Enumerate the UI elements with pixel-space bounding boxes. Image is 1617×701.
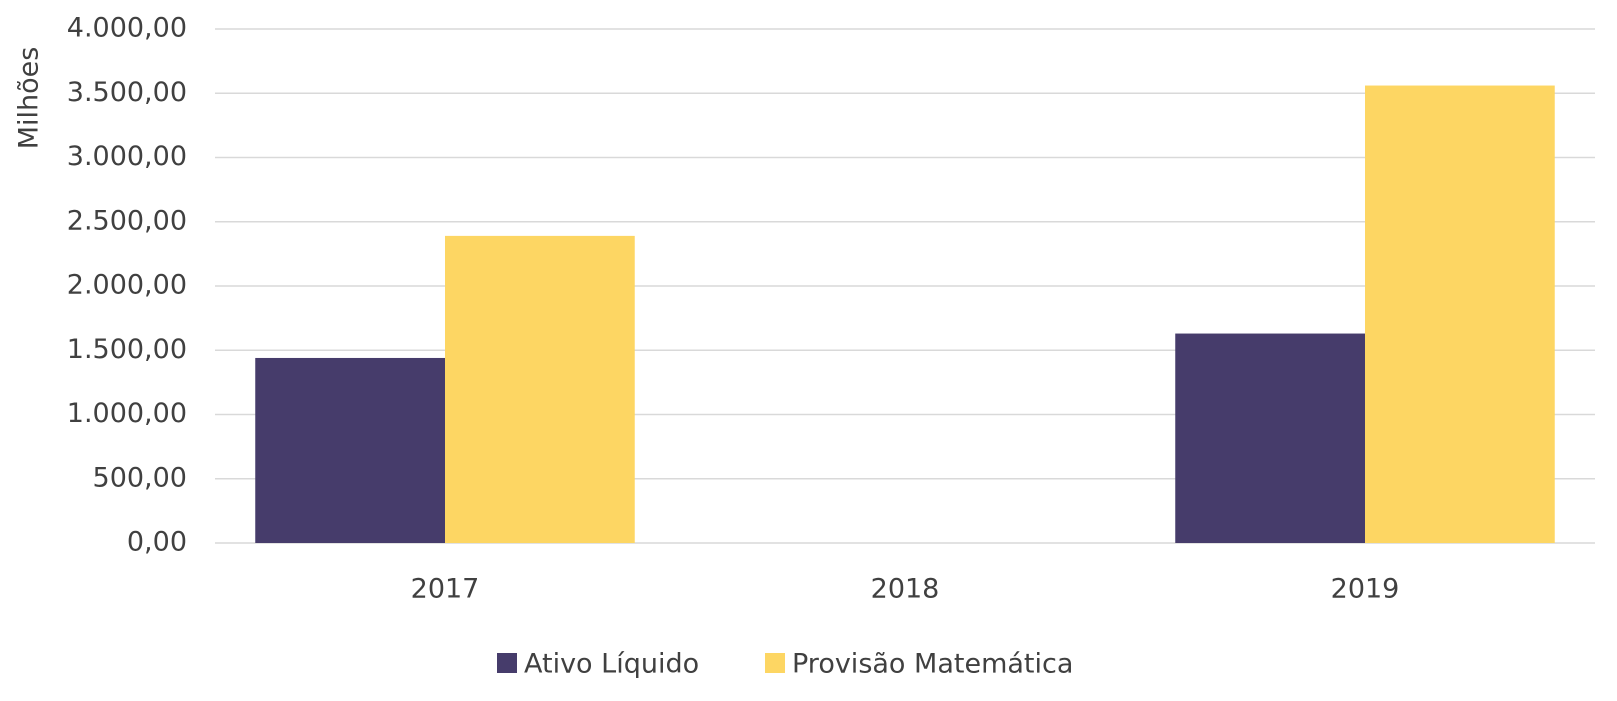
legend-label: Provisão Matemática (792, 649, 1073, 680)
y-tick-label: 2.000,00 (67, 270, 187, 301)
bar (1175, 333, 1365, 543)
bar (1365, 85, 1555, 543)
y-tick-label: 3.000,00 (67, 141, 187, 172)
y-tick-label: 0,00 (127, 527, 187, 558)
y-tick-label: 4.000,00 (67, 13, 187, 44)
y-tick-label: 500,00 (93, 462, 187, 493)
y-tick-label: 1.500,00 (67, 334, 187, 365)
x-tick-label: 2018 (871, 574, 940, 605)
legend-swatch (765, 653, 785, 673)
y-tick-label: 1.000,00 (67, 398, 187, 429)
bar (445, 235, 635, 543)
x-tick-label: 2019 (1331, 574, 1400, 605)
bar (255, 357, 445, 543)
y-tick-label: 2.500,00 (67, 205, 187, 236)
legend-swatch (497, 653, 517, 673)
legend-label: Ativo Líquido (524, 649, 699, 680)
x-tick-label: 2017 (411, 574, 480, 605)
y-axis-label: Milhões (14, 47, 45, 150)
y-tick-label: 3.500,00 (67, 77, 187, 108)
